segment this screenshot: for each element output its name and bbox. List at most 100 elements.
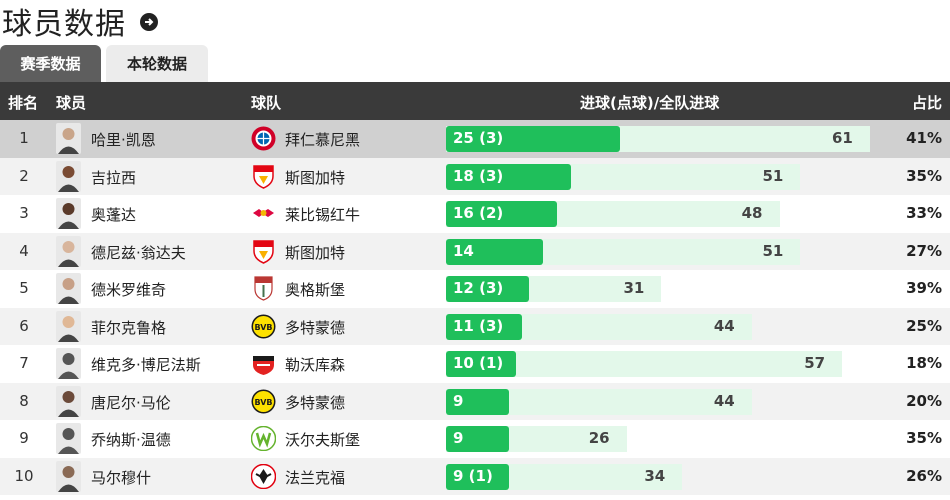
share-cell: 26% [906, 466, 942, 485]
player-name[interactable]: 德米罗维奇 [91, 281, 167, 299]
player-goals-bar [446, 388, 509, 415]
table-row[interactable]: 3 奥蓬达 莱比锡红牛 16 (2) 48 33% [0, 195, 950, 233]
tab-round-stats[interactable]: 本轮数据 [106, 45, 208, 82]
page-title-row: 球员数据 [0, 0, 950, 42]
arrow-right-circle-icon[interactable] [140, 13, 158, 31]
team-total-label: 61 [832, 129, 853, 147]
team-total-label: 44 [713, 316, 735, 335]
header-team: 球队 [251, 94, 282, 112]
player-name[interactable]: 唐尼尔·马伦 [91, 393, 171, 412]
team-total-label: 44 [713, 391, 735, 410]
header-share: 占比 [911, 94, 942, 112]
goals-label: 14 [453, 241, 474, 260]
share-cell: 18% [906, 354, 942, 372]
player-avatar [56, 348, 81, 379]
table-row[interactable]: 1 哈里·凯恩 拜仁慕尼黑 25 (3) 61 41% [0, 120, 950, 158]
frankfurt-logo [250, 463, 277, 489]
share-cell: 33% [906, 204, 942, 222]
team-total-label: 48 [741, 204, 763, 222]
team-name[interactable]: 奥格斯堡 [285, 281, 346, 299]
player-avatar [56, 160, 81, 192]
tab-bar: 赛季数据 本轮数据 [0, 42, 950, 82]
rank-cell: 10 [14, 466, 34, 485]
player-goals-bar [446, 276, 530, 302]
player-name[interactable]: 德尼兹·翁达夫 [91, 243, 186, 262]
player-name[interactable]: 吉拉西 [91, 168, 137, 187]
table-row[interactable]: 5 德米罗维奇 奥格斯堡 12 (3) 31 39% [0, 270, 950, 308]
player-goals-bar [446, 426, 509, 452]
player-goals-bar [446, 163, 572, 190]
dortmund-logo: BVB [251, 389, 276, 414]
player-name[interactable]: 哈里·凯恩 [91, 131, 156, 149]
player-name[interactable]: 维克多·博尼法斯 [91, 356, 201, 374]
tab-season-stats[interactable]: 赛季数据 [0, 45, 101, 82]
player-avatar [56, 198, 81, 229]
rank-cell: 3 [19, 204, 29, 222]
svg-text:BVB: BVB [254, 398, 272, 407]
table-row[interactable]: 9 乔纳斯·温德 沃尔夫斯堡 9 26 35% [0, 420, 950, 458]
header-rank: 排名 [8, 94, 39, 112]
player-avatar [56, 385, 81, 417]
bayern-logo [251, 126, 276, 151]
player-name[interactable]: 乔纳斯·温德 [91, 431, 171, 449]
rank-cell: 9 [19, 429, 29, 447]
table-row[interactable]: 6 菲尔克鲁格 BVB 多特蒙德 11 (3) 44 25% [0, 307, 950, 345]
table-header: 排名 球员 球队 进球(点球)/全队进球 占比 [0, 82, 950, 120]
share-cell: 27% [906, 241, 942, 260]
goals-label: 12 (3) [453, 279, 504, 297]
player-avatar [56, 235, 81, 267]
player-goals-bar [446, 238, 544, 265]
goals-label: 16 (2) [453, 204, 504, 222]
player-avatar [56, 310, 81, 342]
player-avatar [56, 423, 81, 454]
player-goals-bar [446, 351, 516, 377]
team-total-label: 57 [804, 354, 826, 372]
team-name[interactable]: 斯图加特 [285, 168, 346, 187]
team-total-label: 34 [644, 466, 666, 485]
team-name[interactable]: 莱比锡红牛 [285, 206, 361, 224]
share-cell: 35% [906, 166, 942, 185]
leipzig-logo [251, 201, 276, 226]
header-player: 球员 [56, 94, 87, 112]
player-name[interactable]: 菲尔克鲁格 [91, 318, 167, 337]
team-name[interactable]: 法兰克福 [285, 468, 346, 487]
share-cell: 41% [906, 129, 942, 147]
page-title: 球员数据 [2, 7, 126, 42]
team-name[interactable]: 多特蒙德 [285, 393, 346, 412]
goals-label: 9 (1) [453, 466, 493, 485]
table-row[interactable]: 10 马尔穆什 法兰克福 9 (1) 34 26% [0, 457, 950, 495]
team-name[interactable]: 沃尔夫斯堡 [285, 431, 361, 449]
rank-cell: 5 [19, 279, 29, 297]
player-name[interactable]: 奥蓬达 [91, 206, 137, 224]
team-name[interactable]: 多特蒙德 [285, 318, 346, 337]
wolfsburg-logo [250, 425, 277, 452]
player-goals-bar [446, 313, 523, 340]
svg-text:BVB: BVB [254, 323, 272, 332]
team-total-label: 51 [762, 241, 784, 260]
team-total-label: 26 [588, 429, 610, 447]
rank-cell: 4 [19, 241, 29, 260]
share-cell: 25% [906, 316, 942, 335]
team-name[interactable]: 勒沃库森 [285, 356, 346, 374]
team-total-label: 51 [762, 166, 784, 185]
share-cell: 39% [906, 279, 942, 297]
table-row[interactable]: 2 吉拉西 斯图加特 18 (3) 51 35% [0, 157, 950, 195]
player-table-body: 1 哈里·凯恩 拜仁慕尼黑 25 (3) 61 41% 2 吉拉西 斯图加特 18 (3) 51 35… [0, 120, 950, 495]
team-name[interactable]: 斯图加特 [285, 243, 346, 262]
rank-cell: 8 [19, 391, 29, 410]
goals-label: 11 (3) [453, 316, 504, 335]
goals-label: 9 [453, 429, 464, 447]
header-goals: 进球(点球)/全队进球 [580, 94, 720, 112]
player-goals-bar [446, 463, 509, 490]
rank-cell: 6 [19, 316, 29, 335]
team-name[interactable]: 拜仁慕尼黑 [285, 131, 361, 149]
share-cell: 20% [906, 391, 942, 410]
player-avatar [56, 460, 81, 492]
goals-label: 10 (1) [453, 354, 504, 372]
player-name[interactable]: 马尔穆什 [91, 468, 152, 487]
table-row[interactable]: 8 唐尼尔·马伦 BVB 多特蒙德 9 44 20% [0, 382, 950, 420]
stuttgart-logo [251, 164, 276, 189]
table-row[interactable]: 4 德尼兹·翁达夫 斯图加特 14 51 27% [0, 232, 950, 270]
goals-label: 25 (3) [453, 129, 504, 147]
table-row[interactable]: 7 维克多·博尼法斯 勒沃库森 10 (1) 57 18% [0, 345, 950, 383]
